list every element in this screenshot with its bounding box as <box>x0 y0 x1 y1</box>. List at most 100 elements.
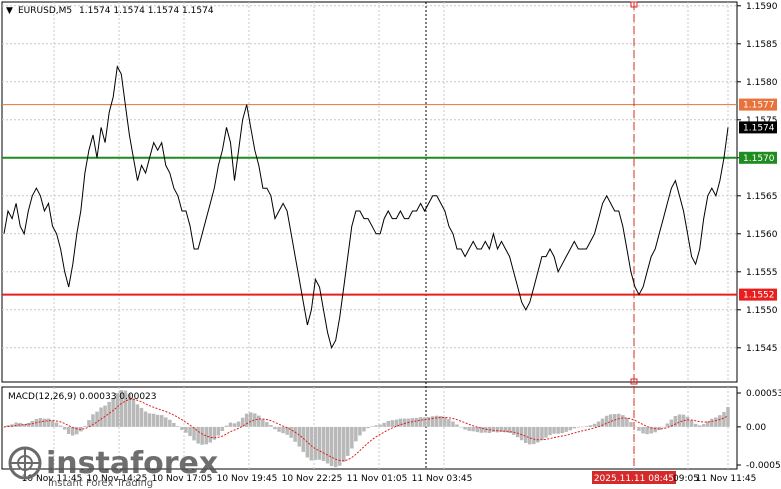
y-tick-label: 1.1575 <box>746 116 778 126</box>
macd-bar <box>220 426 225 431</box>
macd-bar <box>689 420 694 427</box>
x-tick-label: 11 Nov 11:45 <box>696 474 757 484</box>
time-marker-top <box>630 1 638 8</box>
vertical-grid <box>53 2 729 469</box>
x-tick-label: 11 Nov 03:45 <box>412 474 473 484</box>
macd-bar <box>608 414 613 427</box>
macd-bar <box>249 412 253 427</box>
macd-bar <box>99 407 103 427</box>
macd-bar <box>38 418 43 427</box>
macd-bar <box>127 393 132 427</box>
macd-bar <box>588 425 593 427</box>
current-price-label: 1.1574 <box>743 123 775 133</box>
macd-bar <box>524 426 528 443</box>
macd-indicator-label: MACD(12,26,9) 0.00033 0.00023 <box>8 392 157 402</box>
macd-bar <box>26 422 30 427</box>
macd-bar <box>414 417 419 427</box>
macd-bar <box>155 414 160 427</box>
x-tick-label: 10 Nov 17:05 <box>152 474 213 484</box>
y-tick-label: 1.1565 <box>746 192 778 202</box>
macd-tick-label: 0.00 <box>746 423 766 433</box>
macd-bar <box>600 418 605 427</box>
macd-bar <box>402 418 407 427</box>
macd-bar <box>418 417 423 427</box>
macd-bar <box>519 426 524 441</box>
price-axis-ticks: 1.15901.15851.15801.15751.15701.15651.15… <box>737 2 778 354</box>
macd-bar <box>2 426 6 428</box>
macd-bar <box>261 419 265 427</box>
macd-bar <box>50 420 55 427</box>
macd-bar <box>422 417 427 427</box>
macd-bar <box>560 426 564 434</box>
macd-bar <box>540 426 544 440</box>
x-tick-label: 11 Nov 01:05 <box>347 474 408 484</box>
macd-bar <box>277 426 281 432</box>
macd-bar <box>281 426 285 434</box>
level-label: 1.1577 <box>743 101 775 111</box>
macd-bar <box>455 424 459 427</box>
macd-bar <box>160 415 164 427</box>
macd-bar <box>321 426 326 461</box>
macd-bar <box>596 421 601 427</box>
macd-bar <box>269 425 273 427</box>
macd-bar <box>79 426 83 432</box>
macd-bar <box>200 426 204 445</box>
macd-bar <box>398 418 403 427</box>
x-tick-label: 10 Nov 11:45 <box>22 474 83 484</box>
macd-bar <box>362 426 366 432</box>
macd-bar <box>443 417 447 427</box>
macd-bar <box>370 426 374 427</box>
time-marker-bottom <box>630 378 638 385</box>
macd-bar <box>337 426 342 466</box>
macd-bar <box>685 416 690 427</box>
macd-bar <box>58 425 63 427</box>
macd-bar <box>131 398 136 427</box>
macd-bar <box>346 426 350 456</box>
macd-bar <box>556 426 560 434</box>
macd-bar <box>224 425 229 427</box>
watermark-brand: instaforex <box>46 446 218 481</box>
macd-bar <box>604 415 609 427</box>
macd-bar <box>135 404 140 427</box>
macd-bar <box>216 426 221 436</box>
macd-bar <box>293 426 297 442</box>
macd-bar <box>107 401 111 427</box>
level-lines <box>2 104 737 296</box>
macd-bar <box>192 426 196 441</box>
macd-bar <box>244 413 249 427</box>
ohlc-label: 1.1574 1.1574 1.1574 1.1574 <box>79 6 214 16</box>
macd-bar <box>168 419 172 427</box>
x-tick-label: 2025.11.11 08:45 <box>594 474 674 484</box>
macd-tick-label: -0.00056 <box>746 461 781 471</box>
current-price-box <box>739 121 777 134</box>
macd-bar <box>265 422 269 427</box>
macd-bar <box>677 414 682 427</box>
macd-bar <box>629 422 633 427</box>
macd-bar <box>515 426 520 438</box>
level-labels: 1.1577 1.1570 1.1552 1.1574 <box>739 98 777 301</box>
macd-bar <box>548 426 552 436</box>
macd-bar <box>172 423 176 427</box>
macd-bar <box>669 419 674 427</box>
macd-bar <box>710 418 714 427</box>
x-tick-label: 10 Nov 14:25 <box>87 474 148 484</box>
macd-bar <box>718 415 722 427</box>
macd-bar <box>22 423 26 427</box>
macd-bar <box>592 423 597 427</box>
macd-bar <box>329 426 334 467</box>
main-panel <box>1 1 738 383</box>
watermark-tagline: Instant Forex Trading <box>48 478 153 489</box>
watermark: instaforex Instant Forex Trading <box>8 446 218 489</box>
macd-bar <box>350 426 354 449</box>
macd-indicator <box>2 390 730 468</box>
macd-bar <box>390 420 394 427</box>
level-label-box <box>739 98 777 111</box>
macd-bar <box>649 426 653 434</box>
macd-bar <box>164 417 168 427</box>
macd-bar <box>83 426 87 427</box>
macd-bar <box>325 426 330 464</box>
macd-bar <box>580 426 585 428</box>
macd-bar <box>285 426 289 435</box>
macd-bar <box>257 415 261 427</box>
macd-bar <box>87 420 91 427</box>
